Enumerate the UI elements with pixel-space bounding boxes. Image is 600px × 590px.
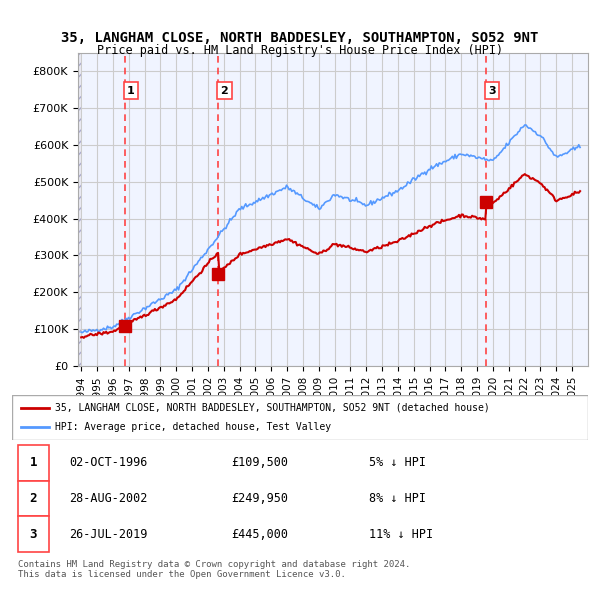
FancyBboxPatch shape	[12, 395, 588, 440]
Text: HPI: Average price, detached house, Test Valley: HPI: Average price, detached house, Test…	[55, 422, 331, 432]
Text: 26-JUL-2019: 26-JUL-2019	[70, 528, 148, 541]
Text: 28-AUG-2002: 28-AUG-2002	[70, 492, 148, 505]
Text: Contains HM Land Registry data © Crown copyright and database right 2024.
This d: Contains HM Land Registry data © Crown c…	[18, 560, 410, 579]
Text: 1: 1	[127, 86, 135, 96]
Text: 35, LANGHAM CLOSE, NORTH BADDESLEY, SOUTHAMPTON, SO52 9NT (detached house): 35, LANGHAM CLOSE, NORTH BADDESLEY, SOUT…	[55, 403, 490, 412]
Text: 11% ↓ HPI: 11% ↓ HPI	[369, 528, 433, 541]
Text: 2: 2	[29, 492, 37, 505]
FancyBboxPatch shape	[18, 445, 49, 481]
Text: 2: 2	[221, 86, 228, 96]
Text: 3: 3	[29, 528, 37, 541]
Text: 35, LANGHAM CLOSE, NORTH BADDESLEY, SOUTHAMPTON, SO52 9NT: 35, LANGHAM CLOSE, NORTH BADDESLEY, SOUT…	[61, 31, 539, 45]
Text: 8% ↓ HPI: 8% ↓ HPI	[369, 492, 426, 505]
Text: £249,950: £249,950	[231, 492, 288, 505]
Text: 02-OCT-1996: 02-OCT-1996	[70, 456, 148, 469]
Text: Price paid vs. HM Land Registry's House Price Index (HPI): Price paid vs. HM Land Registry's House …	[97, 44, 503, 57]
Text: 5% ↓ HPI: 5% ↓ HPI	[369, 456, 426, 469]
Text: £445,000: £445,000	[231, 528, 288, 541]
FancyBboxPatch shape	[18, 481, 49, 516]
Text: 3: 3	[488, 86, 496, 96]
Text: £109,500: £109,500	[231, 456, 288, 469]
Text: 1: 1	[29, 456, 37, 469]
Bar	[73, 53, 81, 366]
FancyBboxPatch shape	[18, 516, 49, 552]
Bar	[73, 53, 81, 366]
